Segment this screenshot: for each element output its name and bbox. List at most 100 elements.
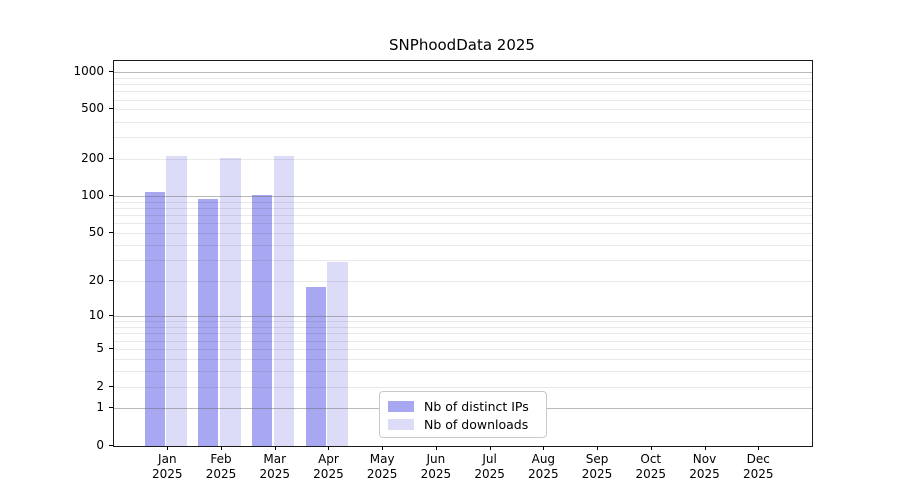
x-tick-jul <box>489 446 491 450</box>
gridline-minor-900 <box>114 77 812 79</box>
x-tick-label-year: 2025 <box>742 467 774 481</box>
gridline-major-1000 <box>114 72 812 73</box>
y-tick-label-2: 2 <box>96 378 104 393</box>
x-tick-label-jan: Jan 2025 <box>135 452 199 482</box>
x-tick-label-year: 2025 <box>366 467 398 481</box>
gridline-minor-300 <box>114 137 812 139</box>
y-tick-50 <box>109 232 113 234</box>
x-tick-label-month: Apr <box>318 452 339 466</box>
x-tick-label-jul: Jul 2025 <box>458 452 522 482</box>
gridline-minor-700 <box>114 91 812 93</box>
x-tick-label-year: 2025 <box>581 467 613 481</box>
bar-downloads-jan <box>166 156 187 446</box>
bar-downloads-feb <box>219 158 241 446</box>
gridline-minor-30 <box>114 260 812 262</box>
y-tick-5 <box>109 348 113 349</box>
legend-label-downloads: Nb of downloads <box>424 416 529 432</box>
legend-swatch-distinct-ips-icon <box>388 400 414 412</box>
x-tick-label-dec: Dec 2025 <box>726 452 790 482</box>
x-tick-label-year: 2025 <box>635 467 667 481</box>
y-tick-label-200: 200 <box>81 150 104 165</box>
x-tick-label-month: May <box>369 452 395 466</box>
gridline-minor-6 <box>114 340 812 342</box>
gridline-major-10 <box>114 316 812 318</box>
x-tick-label-feb: Feb 2025 <box>189 452 253 482</box>
y-tick-label-1000: 1000 <box>73 64 104 78</box>
x-tick-label-month: Feb <box>210 452 232 466</box>
gridline-minor-80 <box>114 208 812 210</box>
gridline-minor-7 <box>114 333 812 335</box>
gridline-minor-9 <box>114 321 812 323</box>
x-tick-label-mar: Mar 2025 <box>243 452 307 482</box>
x-tick-label-year: 2025 <box>474 467 505 481</box>
x-tick-jan <box>167 446 169 450</box>
x-tick-label-year: 2025 <box>689 467 720 481</box>
x-tick-label-year: 2025 <box>152 467 183 481</box>
x-tick-sep <box>597 446 599 450</box>
gridline-minor-400 <box>114 121 812 123</box>
gridline-minor-40 <box>114 244 812 246</box>
y-tick-label-10: 10 <box>88 308 104 323</box>
gridline-minor-200 <box>114 158 812 160</box>
chart-title: SNPhoodData 2025 <box>389 36 535 54</box>
gridline-minor-20 <box>114 281 812 283</box>
y-tick-label-5: 5 <box>96 341 104 355</box>
x-tick-label-month: Oct <box>640 452 662 466</box>
y-tick-label-500: 500 <box>81 101 104 116</box>
y-tick-2 <box>109 385 113 387</box>
x-tick-dec <box>758 446 760 450</box>
x-tick-label-aug: Aug 2025 <box>511 452 575 482</box>
y-tick-label-0: 0 <box>96 438 104 452</box>
x-tick-may <box>382 446 384 450</box>
y-tick-label-50: 50 <box>88 225 104 240</box>
y-tick-label-1: 1 <box>96 400 104 415</box>
x-tick-aug <box>543 446 545 450</box>
y-tick-1000 <box>109 71 113 72</box>
x-tick-label-year: 2025 <box>259 467 290 481</box>
y-tick-200 <box>109 157 113 159</box>
x-tick-label-month: Dec <box>746 452 770 466</box>
bar-downloads-apr <box>327 261 348 446</box>
legend: Nb of distinct IPs Nb of downloads <box>379 391 547 438</box>
gridline-major-100 <box>114 196 812 198</box>
gridline-minor-70 <box>114 215 812 217</box>
gridline-minor-90 <box>114 201 812 203</box>
legend-swatch-downloads-icon <box>388 418 414 430</box>
y-tick-100 <box>109 195 113 197</box>
bar-distinct-ips-apr <box>305 286 326 446</box>
x-tick-apr <box>328 446 330 450</box>
gridline-minor-800 <box>114 84 812 86</box>
legend-entry-distinct-ips: Nb of distinct IPs <box>388 397 538 415</box>
gridline-minor-4 <box>114 358 812 360</box>
x-tick-label-oct: Oct 2025 <box>619 452 683 482</box>
legend-entry-downloads: Nb of downloads <box>388 415 538 433</box>
bar-distinct-ips-feb <box>198 198 219 446</box>
y-tick-label-100: 100 <box>81 188 104 203</box>
y-tick-label-20: 20 <box>88 273 104 288</box>
x-tick-label-year: 2025 <box>313 467 344 481</box>
x-tick-label-apr: Apr 2025 <box>296 452 360 482</box>
x-tick-label-month: Sep <box>585 452 609 466</box>
x-tick-label-month: Jan <box>158 452 177 466</box>
x-tick-label-jun: Jun 2025 <box>404 452 468 482</box>
x-tick-oct <box>650 446 652 450</box>
bar-downloads-mar <box>273 155 295 446</box>
x-tick-label-month: Aug <box>531 452 556 466</box>
gridline-minor-600 <box>114 99 812 101</box>
gridline-minor-5 <box>114 349 812 350</box>
gridline-minor-60 <box>114 223 812 225</box>
x-tick-label-sep: Sep 2025 <box>565 452 629 482</box>
x-tick-label-month: Mar <box>263 452 287 466</box>
x-tick-jun <box>435 446 437 450</box>
gridline-minor-8 <box>114 327 812 329</box>
x-tick-label-month: Jul <box>482 452 497 466</box>
y-tick-1 <box>109 407 113 409</box>
y-tick-0 <box>109 445 113 446</box>
x-tick-label-year: 2025 <box>420 467 452 481</box>
y-tick-20 <box>109 280 113 282</box>
x-tick-label-nov: Nov 2025 <box>673 452 737 482</box>
x-tick-label-year: 2025 <box>205 467 237 481</box>
plot-area <box>113 60 813 447</box>
x-tick-label-month: Nov <box>692 452 717 466</box>
